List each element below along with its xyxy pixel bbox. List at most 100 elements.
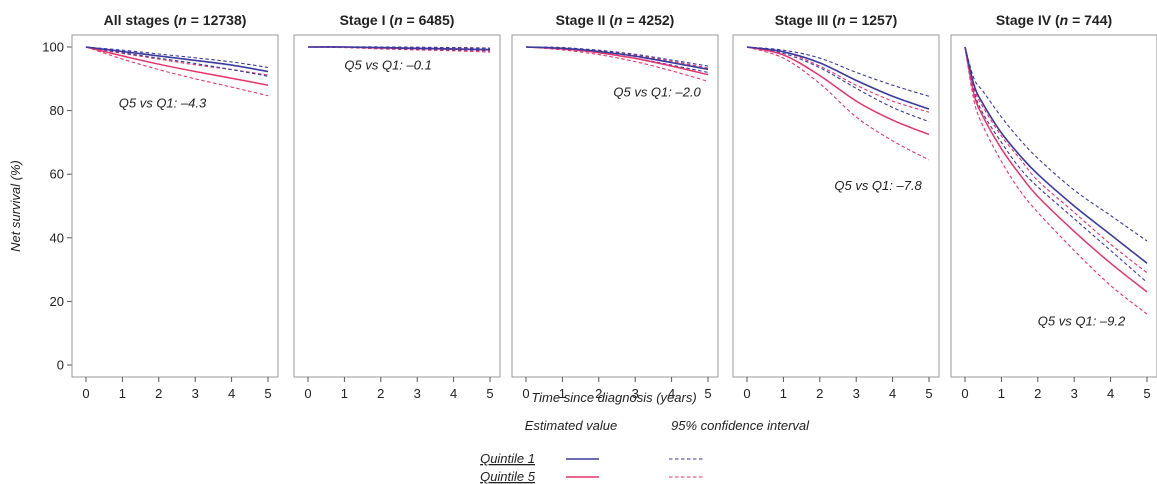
- y-tick-label: 40: [50, 230, 64, 245]
- panel-title-prefix: Stage II (: [556, 12, 615, 28]
- x-tick-label: 3: [192, 386, 199, 401]
- quintile-5-line: [964, 46, 1148, 293]
- x-tick-label: 4: [668, 386, 675, 401]
- x-tick-label: 1: [341, 386, 348, 401]
- x-tick-label: 5: [264, 386, 271, 401]
- quintile-5-upper-ci-line: [964, 46, 1148, 274]
- comparison-annotation: Q5 vs Q1: –0.1: [344, 57, 431, 72]
- quintile-1-lower-ci-line: [85, 46, 269, 77]
- comparison-annotation: Q5 vs Q1: –2.0: [613, 84, 701, 99]
- quintile-1-line: [307, 46, 491, 51]
- panel-title: Stage IV (n = 744): [996, 12, 1112, 28]
- quintile-5-line: [525, 46, 709, 76]
- x-tick-label: 5: [1143, 386, 1150, 401]
- legend: Estimated value 95% confidence interval Qu…: [480, 418, 810, 484]
- x-tick-label: 5: [704, 386, 711, 401]
- panel-title-n: n: [837, 12, 846, 28]
- y-tick-label: 20: [50, 294, 64, 309]
- panel-title-n: n: [394, 12, 403, 28]
- panel-1: All stages (n = 12738) 0 1 2 3 4 5 Q5 vs Q1: –4…: [71, 12, 279, 401]
- quintile-5-lower-ci-line: [525, 46, 709, 82]
- y-tick-label: 80: [50, 103, 64, 118]
- x-tick-label: 4: [889, 386, 896, 401]
- legend-label-quintile-5: Quintile 5: [480, 469, 536, 484]
- x-tick-label: 0: [522, 386, 529, 401]
- x-tick-label: 1: [998, 386, 1005, 401]
- comparison-annotation: Q5 vs Q1: –7.8: [834, 178, 922, 193]
- quintile-5-lower-ci-line: [746, 46, 930, 161]
- quintile-5-line: [746, 46, 930, 136]
- quintile-5-line: [85, 46, 269, 86]
- panel-frame: [950, 34, 1157, 378]
- x-tick-label: 0: [961, 386, 968, 401]
- x-tick-label: 0: [743, 386, 750, 401]
- panel-title-suffix: = 12738): [187, 12, 247, 28]
- x-tick-label: 5: [486, 386, 493, 401]
- quintile-1-line: [85, 46, 269, 73]
- panel-title: Stage II (n = 4252): [556, 12, 675, 28]
- panel-title-suffix: = 4252): [623, 12, 675, 28]
- x-tick-label: 3: [1071, 386, 1078, 401]
- quintile-1-upper-ci-line: [525, 46, 709, 67]
- x-tick-label: 1: [119, 386, 126, 401]
- quintile-1-upper-ci-line: [85, 46, 269, 68]
- panel-5: Stage IV (n = 744) 0 1 2 3 4 5 Q5 vs Q1: –9.2: [950, 12, 1157, 401]
- panel-title: Stage I (n = 6485): [340, 12, 455, 28]
- panel-frame: [732, 34, 940, 378]
- legend-header-ci: 95% confidence interval: [671, 418, 810, 433]
- panel-3: Stage II (n = 4252) 0 1 2 3 4 5 Q5 vs Q1: –2.0: [511, 12, 719, 401]
- x-tick-label: 4: [450, 386, 457, 401]
- x-tick-label: 1: [559, 386, 566, 401]
- panel-title-suffix: = 744): [1068, 12, 1112, 28]
- quintile-1-line: [525, 46, 709, 71]
- quintile-1-lower-ci-line: [746, 46, 930, 123]
- panel-title-prefix: Stage IV (: [996, 12, 1060, 28]
- x-axis-title: Time since diagnosis (years): [531, 390, 696, 405]
- panel-frame: [511, 34, 719, 378]
- quintile-1-lower-ci-line: [964, 46, 1148, 283]
- panel-title-n: n: [1060, 12, 1069, 28]
- x-tick-label: 2: [595, 386, 602, 401]
- legend-header-estimate: Estimated value: [525, 418, 618, 433]
- legend-label-quintile-1: Quintile 1: [480, 451, 535, 466]
- x-tick-label: 0: [82, 386, 89, 401]
- panel-title-suffix: = 6485): [403, 12, 455, 28]
- panel-title-n: n: [614, 12, 623, 28]
- x-tick-label: 3: [853, 386, 860, 401]
- x-tick-label: 0: [304, 386, 311, 401]
- panel-frame: [293, 34, 501, 378]
- x-tick-label: 2: [377, 386, 384, 401]
- x-tick-label: 3: [414, 386, 421, 401]
- x-tick-label: 5: [925, 386, 932, 401]
- panel-title-prefix: All stages (: [104, 12, 179, 28]
- panel-title-prefix: Stage III (: [775, 12, 838, 28]
- y-tick-label: 60: [50, 167, 64, 182]
- y-tick-label: 100: [42, 40, 64, 55]
- panel-title: All stages (n = 12738): [104, 12, 247, 28]
- quintile-1-line: [746, 46, 930, 110]
- panel-frame: [71, 34, 279, 378]
- x-tick-label: 2: [816, 386, 823, 401]
- panel-title-suffix: = 1257): [846, 12, 898, 28]
- panel-title-prefix: Stage I (: [340, 12, 395, 28]
- quintile-1-line: [964, 46, 1148, 264]
- quintile-5-lower-ci-line: [964, 46, 1148, 315]
- comparison-annotation: Q5 vs Q1: –9.2: [1038, 313, 1126, 328]
- x-tick-label: 4: [1107, 386, 1114, 401]
- quintile-1-upper-ci-line: [746, 46, 930, 97]
- quintile-1-upper-ci-line: [964, 46, 1148, 242]
- panel-2: Stage I (n = 6485) 0 1 2 3 4 5 Q5 vs Q1: –0.1: [293, 12, 501, 401]
- x-tick-label: 2: [155, 386, 162, 401]
- quintile-5-upper-ci-line: [746, 46, 930, 113]
- y-axis-title: Net survival (%): [8, 160, 23, 252]
- panel-title-n: n: [178, 12, 187, 28]
- comparison-annotation: Q5 vs Q1: –4.3: [119, 95, 207, 110]
- panel-title: Stage III (n = 1257): [775, 12, 898, 28]
- x-tick-label: 1: [780, 386, 787, 401]
- panel-4: Stage III (n = 1257) 0 1 2 3 4 5 Q5 vs Q1: –7.8: [732, 12, 940, 401]
- x-tick-label: 2: [1034, 386, 1041, 401]
- x-tick-label: 4: [228, 386, 235, 401]
- x-tick-label: 3: [632, 386, 639, 401]
- y-tick-label: 0: [57, 358, 64, 373]
